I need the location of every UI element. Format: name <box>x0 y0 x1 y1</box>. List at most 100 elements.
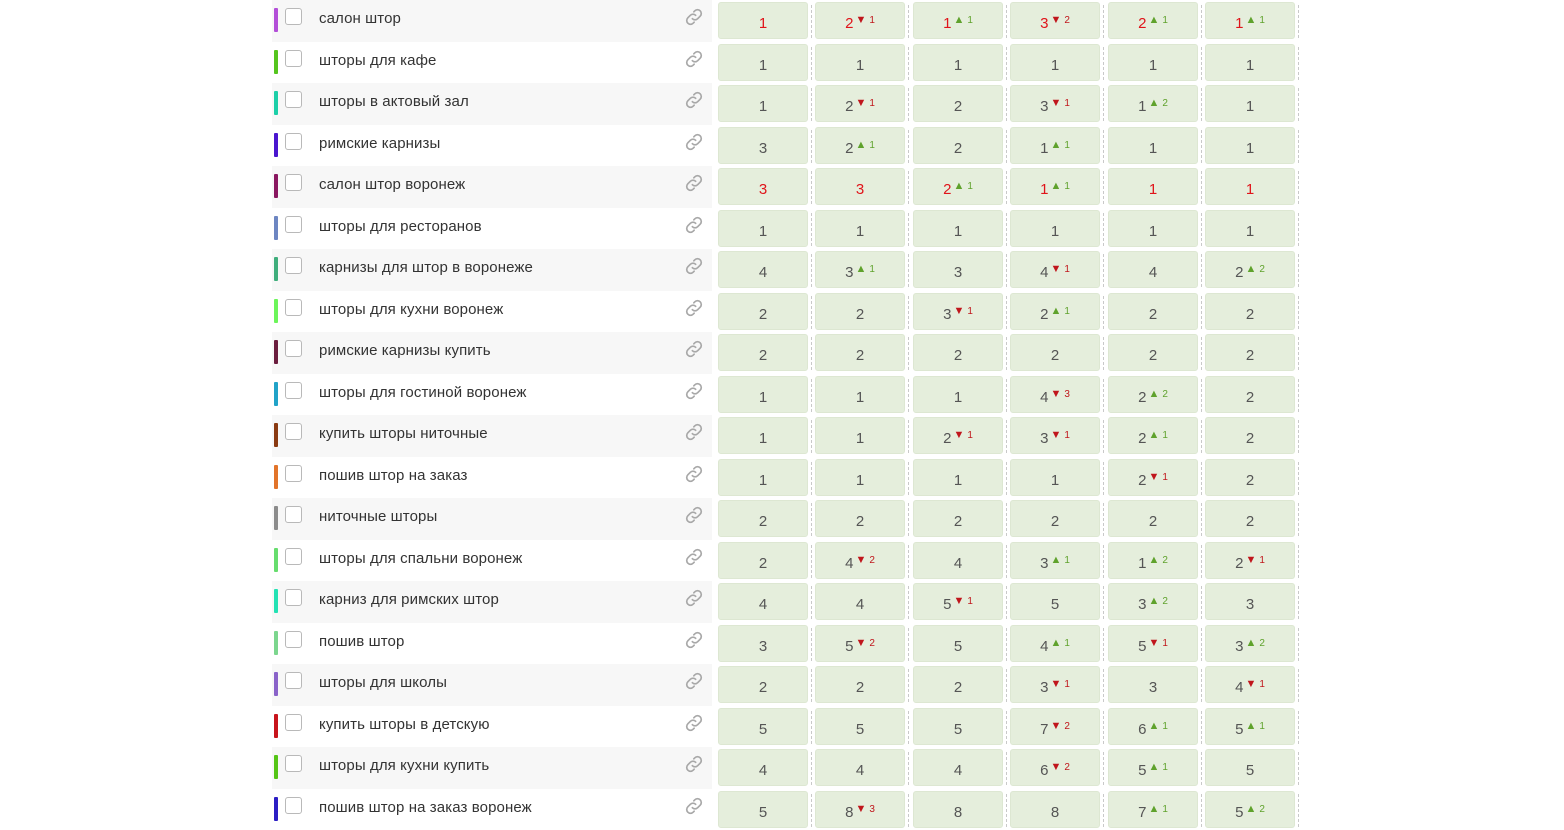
position-cell[interactable]: 6▼2 <box>1010 749 1100 786</box>
position-cell[interactable]: 2▲1 <box>1108 2 1198 39</box>
position-cell[interactable]: 2 <box>718 334 808 371</box>
link-icon[interactable] <box>684 464 704 484</box>
row-checkbox[interactable] <box>285 755 302 772</box>
link-icon[interactable] <box>684 132 704 152</box>
position-cell[interactable]: 2 <box>1205 459 1295 496</box>
position-cell[interactable]: 7▲1 <box>1108 791 1198 828</box>
position-cell[interactable]: 5▼2 <box>815 625 905 662</box>
position-cell[interactable]: 5 <box>718 791 808 828</box>
position-cell[interactable]: 1 <box>718 376 808 413</box>
position-cell[interactable]: 2▲1 <box>1108 417 1198 454</box>
position-cell[interactable]: 3▼2 <box>1010 2 1100 39</box>
position-cell[interactable]: 3 <box>1108 666 1198 703</box>
row-checkbox[interactable] <box>285 672 302 689</box>
position-cell[interactable]: 2 <box>718 293 808 330</box>
position-cell[interactable]: 2▼1 <box>815 2 905 39</box>
row-checkbox[interactable] <box>285 91 302 108</box>
position-cell[interactable]: 2 <box>1010 500 1100 537</box>
link-icon[interactable] <box>684 7 704 27</box>
position-cell[interactable]: 4 <box>718 749 808 786</box>
position-cell[interactable]: 5▼1 <box>913 583 1003 620</box>
position-cell[interactable]: 1 <box>1205 44 1295 81</box>
position-cell[interactable]: 5 <box>1205 749 1295 786</box>
position-cell[interactable]: 1 <box>718 210 808 247</box>
row-checkbox[interactable] <box>285 133 302 150</box>
position-cell[interactable]: 1▲2 <box>1108 85 1198 122</box>
position-cell[interactable]: 1 <box>718 459 808 496</box>
position-cell[interactable]: 1 <box>1108 168 1198 205</box>
position-cell[interactable]: 3▲1 <box>815 251 905 288</box>
row-checkbox[interactable] <box>285 216 302 233</box>
row-checkbox[interactable] <box>285 631 302 648</box>
position-cell[interactable]: 4 <box>1108 251 1198 288</box>
position-cell[interactable]: 1 <box>1108 210 1198 247</box>
position-cell[interactable]: 3▼1 <box>913 293 1003 330</box>
position-cell[interactable]: 2 <box>913 334 1003 371</box>
position-cell[interactable]: 1 <box>815 459 905 496</box>
position-cell[interactable]: 5▼1 <box>1108 625 1198 662</box>
position-cell[interactable]: 4 <box>913 749 1003 786</box>
link-icon[interactable] <box>684 630 704 650</box>
position-cell[interactable]: 1▲2 <box>1108 542 1198 579</box>
position-cell[interactable]: 3▲1 <box>1010 542 1100 579</box>
position-cell[interactable]: 1▲1 <box>1010 127 1100 164</box>
position-cell[interactable]: 7▼2 <box>1010 708 1100 745</box>
row-checkbox[interactable] <box>285 423 302 440</box>
position-cell[interactable]: 4▼3 <box>1010 376 1100 413</box>
position-cell[interactable]: 2 <box>815 500 905 537</box>
position-cell[interactable]: 1▲1 <box>913 2 1003 39</box>
position-cell[interactable]: 4 <box>913 542 1003 579</box>
link-icon[interactable] <box>684 173 704 193</box>
position-cell[interactable]: 5▲1 <box>1205 708 1295 745</box>
position-cell[interactable]: 2 <box>815 666 905 703</box>
position-cell[interactable]: 1 <box>1205 210 1295 247</box>
link-icon[interactable] <box>684 588 704 608</box>
row-checkbox[interactable] <box>285 465 302 482</box>
position-cell[interactable]: 2▼1 <box>1205 542 1295 579</box>
position-cell[interactable]: 3▲2 <box>1108 583 1198 620</box>
position-cell[interactable]: 2 <box>913 85 1003 122</box>
row-checkbox[interactable] <box>285 174 302 191</box>
link-icon[interactable] <box>684 754 704 774</box>
position-cell[interactable]: 5▲2 <box>1205 791 1295 828</box>
position-cell[interactable]: 3▲2 <box>1205 625 1295 662</box>
link-icon[interactable] <box>684 381 704 401</box>
position-cell[interactable]: 2 <box>913 500 1003 537</box>
position-cell[interactable]: 2▼1 <box>1108 459 1198 496</box>
link-icon[interactable] <box>684 547 704 567</box>
position-cell[interactable]: 2 <box>1205 500 1295 537</box>
position-cell[interactable]: 8▼3 <box>815 791 905 828</box>
position-cell[interactable]: 2▲2 <box>1108 376 1198 413</box>
position-cell[interactable]: 6▲1 <box>1108 708 1198 745</box>
position-cell[interactable]: 5▲1 <box>1108 749 1198 786</box>
position-cell[interactable]: 1 <box>718 44 808 81</box>
position-cell[interactable]: 5 <box>1010 583 1100 620</box>
position-cell[interactable]: 3 <box>815 168 905 205</box>
position-cell[interactable]: 2 <box>1205 417 1295 454</box>
position-cell[interactable]: 1 <box>1205 127 1295 164</box>
position-cell[interactable]: 2▲1 <box>1010 293 1100 330</box>
row-checkbox[interactable] <box>285 257 302 274</box>
row-checkbox[interactable] <box>285 714 302 731</box>
position-cell[interactable]: 1 <box>1108 44 1198 81</box>
position-cell[interactable]: 1 <box>718 2 808 39</box>
position-cell[interactable]: 2 <box>913 127 1003 164</box>
position-cell[interactable]: 4 <box>815 583 905 620</box>
link-icon[interactable] <box>684 215 704 235</box>
row-checkbox[interactable] <box>285 506 302 523</box>
position-cell[interactable]: 3▼1 <box>1010 417 1100 454</box>
position-cell[interactable]: 3▼1 <box>1010 666 1100 703</box>
position-cell[interactable]: 1 <box>913 459 1003 496</box>
position-cell[interactable]: 2 <box>718 666 808 703</box>
link-icon[interactable] <box>684 49 704 69</box>
row-checkbox[interactable] <box>285 589 302 606</box>
position-cell[interactable]: 4 <box>718 583 808 620</box>
row-checkbox[interactable] <box>285 8 302 25</box>
position-cell[interactable]: 1 <box>1205 168 1295 205</box>
position-cell[interactable]: 2▼1 <box>815 85 905 122</box>
position-cell[interactable]: 1 <box>815 44 905 81</box>
position-cell[interactable]: 2 <box>1205 376 1295 413</box>
link-icon[interactable] <box>684 298 704 318</box>
position-cell[interactable]: 4▲1 <box>1010 625 1100 662</box>
position-cell[interactable]: 3 <box>718 127 808 164</box>
